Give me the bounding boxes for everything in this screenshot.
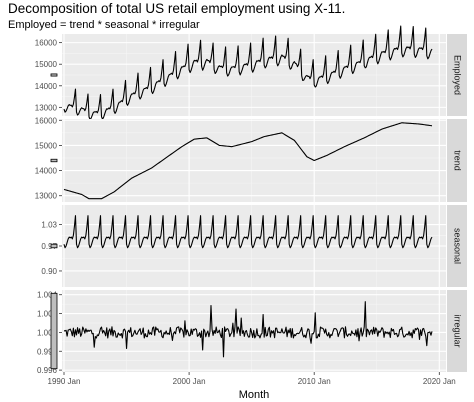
y-tick-label: 13000: [35, 192, 58, 201]
y-tick-label: 15000: [35, 141, 58, 150]
scale-bar: [50, 73, 58, 77]
panel-background: [62, 119, 446, 202]
x-tick-label: 2020 Jan: [423, 377, 456, 386]
y-tick-label: 15000: [35, 60, 58, 69]
series-line-Employed: [63, 25, 433, 121]
facet-label: trend: [453, 150, 463, 171]
y-tick-label: 1.03: [41, 221, 57, 230]
y-tick-label: 14000: [35, 82, 58, 91]
series-line-irregular: [63, 301, 433, 358]
y-tick-label: 1.000: [37, 328, 58, 337]
facet-strip: [447, 34, 467, 116]
y-tick-label: 0.996: [37, 366, 58, 375]
y-tick-label: 0.97: [41, 242, 57, 251]
series-line-trend: [63, 122, 433, 200]
y-tick-label: 13000: [35, 103, 58, 112]
panel-irregular: 0.996 0.998 1.000 1.002 1.004 irregular: [37, 290, 467, 375]
y-tick-label: 14000: [35, 167, 58, 176]
y-tick-label: 0.998: [37, 347, 58, 356]
x-tick-label: 2000 Jan: [173, 377, 206, 386]
y-tick-label: 1.004: [37, 291, 58, 300]
chart-subtitle: Employed = trend * seasonal * irregular: [8, 19, 200, 31]
y-tick-label: 16000: [35, 39, 58, 48]
panel-Employed: 13000 14000 15000 16000 Employed: [35, 25, 467, 121]
facet-strip: [447, 290, 467, 372]
scale-bar: [50, 243, 58, 249]
facet-strip: [447, 119, 467, 202]
x-tick-label: 1990 Jan: [48, 377, 81, 386]
panel-seasonal: 0.90 0.97 1.03 seasonal: [41, 205, 467, 287]
x-axis-title: Month: [239, 389, 270, 401]
facet-label: Employed: [453, 55, 463, 95]
chart-title: Decomposition of total US retail employm…: [8, 1, 346, 16]
scale-bar: [50, 292, 58, 370]
facet-strip: [447, 205, 467, 287]
facet-label: irregular: [453, 314, 463, 347]
scale-bar: [50, 158, 58, 163]
facet-label: seasonal: [453, 228, 463, 264]
x-tick-label: 2010 Jan: [298, 377, 331, 386]
y-tick-label: 16000: [35, 116, 58, 125]
y-tick-label: 0.90: [41, 267, 57, 276]
y-tick-label: 1.002: [37, 310, 58, 319]
series-line-seasonal: [63, 215, 433, 249]
panel-trend: 13000 14000 15000 16000 trend: [35, 116, 467, 202]
